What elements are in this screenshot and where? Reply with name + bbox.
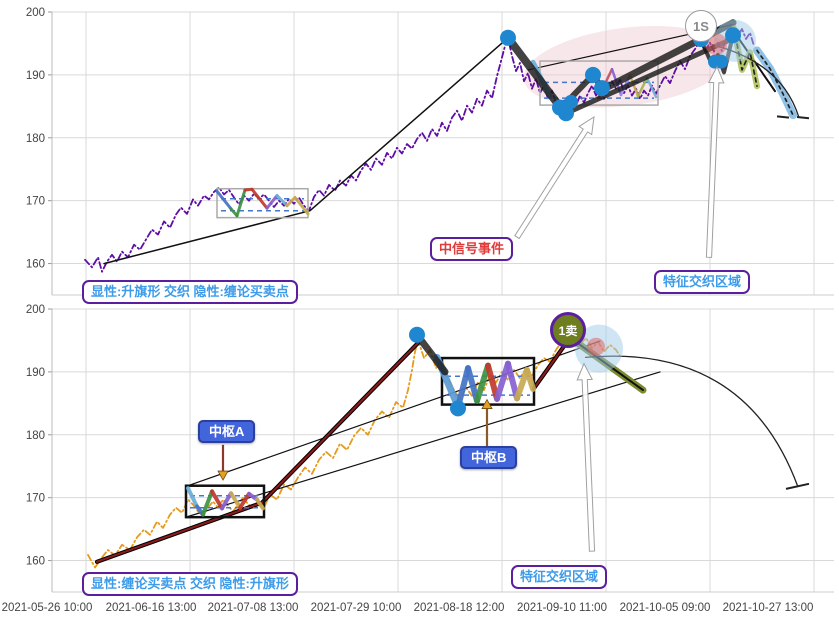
zigzag-segment <box>505 360 520 402</box>
x-tick-label: 2021-07-29 10:00 <box>311 602 402 614</box>
y-tick-label: 190 <box>26 70 45 82</box>
y-tick-label: 200 <box>26 7 45 19</box>
zigzag-segment <box>235 188 247 218</box>
trend-line <box>103 37 509 265</box>
highlight-circle <box>587 337 605 356</box>
y-tick-label: 180 <box>26 133 45 145</box>
pivot-dot <box>725 27 741 44</box>
zigzag-segment <box>255 497 265 511</box>
zigzag-segment <box>645 76 658 99</box>
end-whisker <box>776 115 790 119</box>
end-whisker <box>785 482 810 490</box>
trend-underlay <box>94 340 421 564</box>
upper-panel <box>84 19 810 273</box>
trend-line <box>187 340 601 487</box>
highlight-ellipse <box>523 25 731 108</box>
upper-pattern-note: 显性:升旗形 交织 隐性:缠论买卖点 <box>82 280 298 304</box>
zigzag-segment <box>524 367 536 392</box>
zigzag-segment <box>201 489 214 517</box>
trend-line <box>187 371 661 518</box>
pivot-dot <box>409 326 425 343</box>
y-tick-label: 160 <box>26 556 45 568</box>
zigzag-segment <box>485 362 500 402</box>
y-tick-label: 200 <box>26 304 45 316</box>
lower-feature-zone-label: 特征交织区域 <box>511 565 608 589</box>
signal-1s-badge: 1S <box>685 10 717 42</box>
x-tick-label: 2021-06-16 13:00 <box>106 602 197 614</box>
projection-arc <box>584 355 799 488</box>
zigzag-segment <box>275 194 289 208</box>
hub-box <box>184 484 266 519</box>
zigzag-segment <box>514 367 530 402</box>
zigzag-segment <box>238 491 251 510</box>
x-tick-label: 2021-09-10 11:00 <box>517 602 607 614</box>
zigzag-segment <box>250 187 269 210</box>
zigzag-segment <box>628 74 640 98</box>
x-tick-label: 2021-07-08 13:00 <box>208 602 299 614</box>
x-tick-label: 2021-10-27 13:00 <box>723 602 814 614</box>
pivot-dot <box>594 80 610 97</box>
zigzag-segment <box>215 189 233 211</box>
pivot-dot <box>558 105 574 122</box>
x-tick-label: 2021-10-05 09:00 <box>620 602 711 614</box>
zigzag-segment <box>465 365 480 404</box>
lower-pattern-note: 显性:缠论买卖点 交织 隐性:升旗形 <box>82 572 298 596</box>
zigzag-segment <box>265 194 279 210</box>
y-tick-label: 190 <box>26 367 45 379</box>
hub-box <box>216 187 309 219</box>
zigzag-segment <box>636 76 649 98</box>
end-whisker <box>796 116 810 120</box>
y-tick-label: 170 <box>26 196 45 208</box>
zigzag-segment <box>229 491 242 510</box>
hub-a-label: 中枢A <box>198 420 256 443</box>
lower-panel <box>87 324 810 569</box>
trend-red-line <box>95 341 420 563</box>
pen-line <box>504 33 565 113</box>
grid-and-axes: 200 190 180 170 160 200 190 180 170 160 2021-05-26… <box>2 7 834 614</box>
hub-b-label: 中枢B <box>460 446 518 469</box>
forecast-dash <box>756 49 794 116</box>
pivot-dot <box>564 94 578 109</box>
pivot-dot <box>500 29 516 46</box>
y-tick-label: 170 <box>26 493 45 505</box>
zigzag-segment <box>210 489 224 511</box>
callout-arrow <box>514 116 595 240</box>
callout-arrow <box>705 65 725 258</box>
zigzag-segment <box>220 491 233 511</box>
y-tick-label: 160 <box>26 259 45 271</box>
x-tick-label: 2021-08-18 12:00 <box>414 602 505 614</box>
signal-1sell-badge: 1卖 <box>550 312 586 348</box>
forecast-dash <box>733 27 758 88</box>
zigzag-segment <box>474 362 491 404</box>
upper-feature-zone-label: 特征交织区域 <box>654 270 751 294</box>
pivot-dot <box>585 66 601 83</box>
pivot-dot <box>450 400 466 417</box>
callout-arrow <box>576 362 596 552</box>
zigzag-segment <box>494 360 511 402</box>
zigzag-segment <box>293 196 310 216</box>
x-tick-label: 2021-05-26 10:00 <box>2 602 93 614</box>
y-tick-label: 180 <box>26 430 45 442</box>
pivot-dot <box>714 54 728 69</box>
zigzag-segment <box>285 196 297 208</box>
zigzag-segment <box>186 486 199 509</box>
mid-signal-event-label: 中信号事件 <box>430 237 514 261</box>
